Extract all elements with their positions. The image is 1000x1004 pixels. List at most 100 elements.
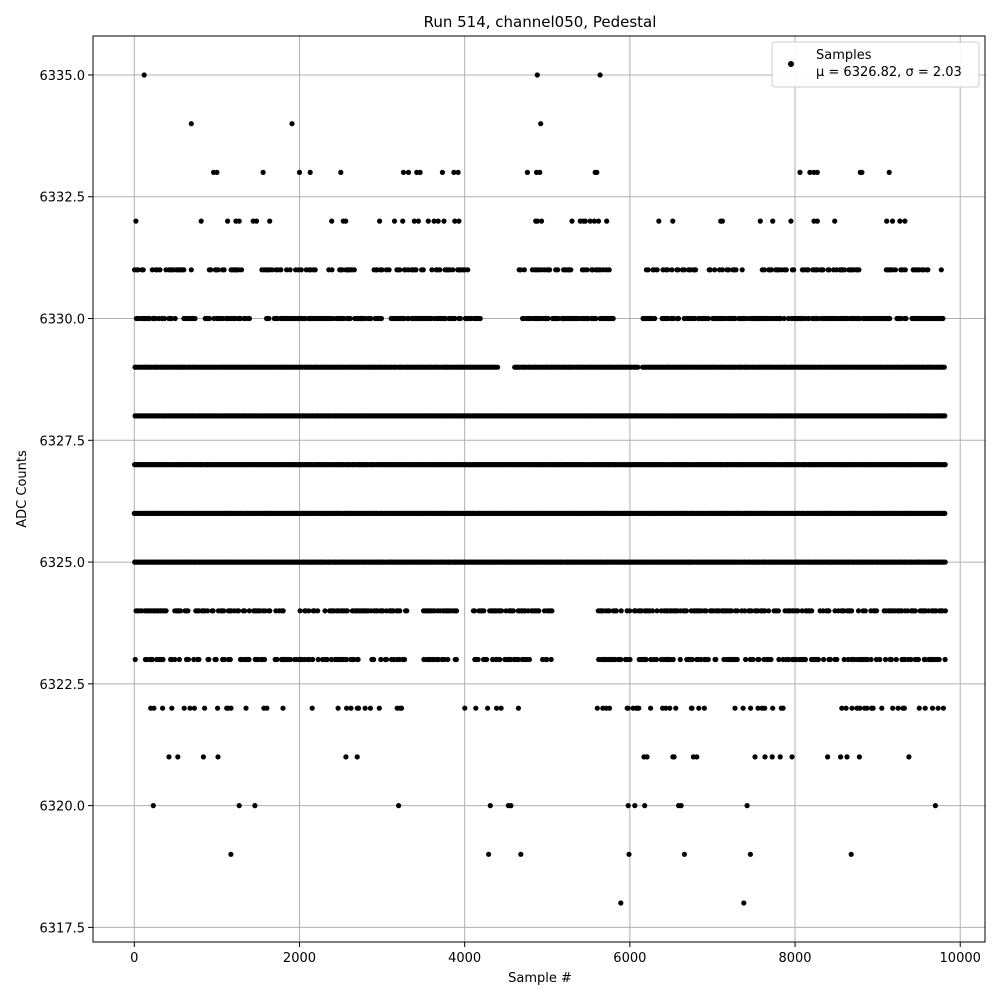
legend-box xyxy=(771,41,980,88)
sample-point xyxy=(701,705,708,711)
sample-point xyxy=(246,315,252,322)
sample-point xyxy=(306,608,312,614)
sample-point xyxy=(343,218,349,224)
sample-point xyxy=(545,315,551,322)
sample-point xyxy=(762,754,768,760)
sample-point xyxy=(391,218,398,224)
sample-point xyxy=(297,608,303,614)
sample-point xyxy=(191,705,197,711)
sample-point xyxy=(670,315,677,322)
sample-point xyxy=(802,656,809,663)
sample-point xyxy=(902,267,908,273)
sample-point xyxy=(645,267,651,273)
sample-point xyxy=(157,267,163,273)
sample-point xyxy=(653,656,660,663)
sample-point xyxy=(569,218,575,224)
sample-point xyxy=(632,803,638,809)
sample-point xyxy=(439,169,445,175)
sample-point xyxy=(518,267,524,273)
sample-point xyxy=(642,803,648,809)
sample-point xyxy=(756,656,762,663)
sample-point xyxy=(196,656,202,663)
sample-point xyxy=(938,267,944,273)
sample-point xyxy=(192,315,198,322)
sample-point xyxy=(188,267,194,273)
sample-point xyxy=(719,267,726,273)
sample-point xyxy=(766,608,772,614)
data-points xyxy=(131,72,949,906)
sample-point xyxy=(841,267,848,273)
sample-point xyxy=(901,705,908,711)
sample-point xyxy=(397,608,403,614)
sample-point xyxy=(696,705,702,711)
sample-point xyxy=(789,754,795,760)
sample-point xyxy=(864,656,871,663)
sample-point xyxy=(752,754,758,760)
sample-point xyxy=(343,754,349,760)
sample-point xyxy=(665,267,671,273)
sample-point xyxy=(260,169,266,175)
sample-point xyxy=(747,851,754,857)
sample-point xyxy=(886,169,892,175)
sample-point xyxy=(185,608,191,614)
x-tick-label: 10000 xyxy=(940,951,981,966)
sample-point xyxy=(762,608,768,614)
sample-point xyxy=(719,218,726,224)
sample-point xyxy=(526,656,533,663)
sample-point xyxy=(481,608,487,614)
sample-point xyxy=(788,218,794,224)
sample-point xyxy=(887,315,893,322)
x-tick-label: 8000 xyxy=(778,951,811,966)
sample-point xyxy=(338,169,344,175)
sample-point xyxy=(429,267,435,273)
y-tick-label: 6327.5 xyxy=(40,434,86,449)
sample-point xyxy=(744,803,750,809)
sample-point xyxy=(888,656,895,663)
sample-point xyxy=(264,705,270,711)
sample-point xyxy=(329,267,335,273)
sample-point xyxy=(606,267,612,273)
sample-point xyxy=(475,656,481,663)
sample-point xyxy=(400,218,406,224)
sample-point xyxy=(397,267,403,273)
sample-point xyxy=(472,608,478,614)
sample-point xyxy=(377,218,383,224)
sample-point xyxy=(524,169,531,175)
sample-point xyxy=(328,656,334,663)
sample-point xyxy=(940,705,947,711)
sample-point xyxy=(849,705,855,711)
sample-point xyxy=(537,169,543,175)
sample-point xyxy=(786,656,792,663)
sample-point xyxy=(298,267,304,273)
sample-point xyxy=(932,803,939,809)
y-axis-label: ADC Counts xyxy=(15,450,30,528)
sample-point xyxy=(549,608,555,614)
sample-point xyxy=(568,267,574,273)
sample-point xyxy=(202,705,208,711)
sample-point xyxy=(149,656,155,663)
sample-point xyxy=(908,656,914,663)
sample-point xyxy=(508,803,514,809)
sample-point xyxy=(890,705,896,711)
sample-point xyxy=(253,218,260,224)
sample-point xyxy=(228,705,234,711)
sample-point xyxy=(151,705,157,711)
sample-point xyxy=(140,267,146,273)
sample-point xyxy=(879,705,885,711)
sample-point xyxy=(324,656,330,663)
sample-point xyxy=(371,656,377,663)
sample-point xyxy=(163,608,169,614)
sample-point xyxy=(849,608,855,614)
sample-point xyxy=(555,267,561,273)
sample-point xyxy=(783,267,789,273)
sample-point xyxy=(893,656,899,663)
sample-point xyxy=(870,705,876,711)
sample-point xyxy=(610,315,616,322)
legend-series-name: Samples xyxy=(816,48,872,63)
sample-point xyxy=(315,656,321,663)
sample-point xyxy=(654,608,660,614)
sample-point xyxy=(487,803,493,809)
sample-point xyxy=(198,218,204,224)
sample-point xyxy=(494,705,500,711)
sample-point xyxy=(452,218,458,224)
